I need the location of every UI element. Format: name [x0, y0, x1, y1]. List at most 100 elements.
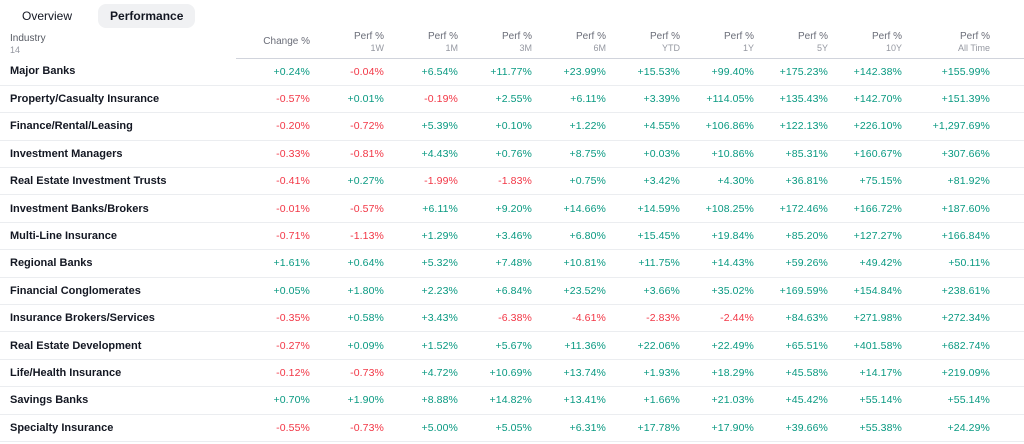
value-cell: +99.40%	[680, 58, 754, 86]
value-cell: +1.80%	[310, 277, 384, 306]
value-cell: +1.90%	[310, 386, 384, 415]
view-tabs: Overview Performance	[0, 0, 1024, 30]
industry-name[interactable]: Life/Health Insurance	[0, 359, 236, 388]
value-cell: +154.84%	[828, 277, 902, 306]
value-cell: +4.72%	[384, 359, 458, 388]
value-cell: +23.99%	[532, 58, 606, 86]
table-row[interactable]: Regional Banks +1.61% +0.64% +5.32% +7.48% +1…	[0, 249, 1024, 278]
value-cell: +1.29%	[384, 222, 458, 251]
value-cell: +4.55%	[606, 112, 680, 141]
value-cell: +49.42%	[828, 249, 902, 278]
industry-name[interactable]: Property/Casualty Insurance	[0, 85, 236, 114]
value-cell: +0.01%	[310, 85, 384, 114]
value-cell: +6.31%	[532, 414, 606, 442]
value-cell: +142.38%	[828, 58, 902, 86]
tab-performance[interactable]: Performance	[98, 4, 196, 28]
value-cell: -0.81%	[310, 140, 384, 169]
value-cell: +14.66%	[532, 194, 606, 223]
table-row[interactable]: Real Estate Investment Trusts -0.41% +0.27…	[0, 167, 1024, 196]
value-cell: +1,297.69%	[902, 112, 1024, 141]
table-row[interactable]: Insurance Brokers/Services -0.35% +0.58% +3…	[0, 304, 1024, 333]
table-row[interactable]: Financial Conglomerates +0.05% +1.80% +2.23…	[0, 277, 1024, 306]
value-cell: +36.81%	[754, 167, 828, 196]
industry-name[interactable]: Real Estate Investment Trusts	[0, 167, 236, 196]
value-cell: -1.99%	[384, 167, 458, 196]
table-header-row: Industry 14 Change % Perf % 1W Perf % 1M Perf %…	[0, 30, 1024, 59]
column-header-5y[interactable]: Perf % 5Y	[754, 30, 828, 59]
column-header-1y[interactable]: Perf % 1Y	[680, 30, 754, 59]
industry-name[interactable]: Investment Banks/Brokers	[0, 194, 236, 223]
industry-name[interactable]: Multi-Line Insurance	[0, 222, 236, 251]
value-cell: +0.10%	[458, 112, 532, 141]
column-header-change-[interactable]: Change %	[236, 30, 310, 59]
table-row[interactable]: Property/Casualty Insurance -0.57% +0.01% -…	[0, 85, 1024, 114]
value-cell: -0.12%	[236, 359, 310, 388]
value-cell: +11.77%	[458, 58, 532, 86]
column-header-3m[interactable]: Perf % 3M	[458, 30, 532, 59]
industry-name[interactable]: Major Banks	[0, 58, 236, 86]
value-cell: -0.35%	[236, 304, 310, 333]
value-cell: -0.72%	[310, 112, 384, 141]
value-cell: -0.57%	[236, 85, 310, 114]
value-cell: +22.06%	[606, 331, 680, 360]
value-cell: +2.23%	[384, 277, 458, 306]
column-header-ytd[interactable]: Perf % YTD	[606, 30, 680, 59]
industry-column-header[interactable]: Industry 14	[10, 32, 46, 55]
industry-name[interactable]: Regional Banks	[0, 249, 236, 278]
value-cell: +55.14%	[902, 386, 1024, 415]
tab-overview[interactable]: Overview	[22, 9, 73, 23]
value-cell: +6.11%	[532, 85, 606, 114]
value-cell: +17.90%	[680, 414, 754, 442]
table-row[interactable]: Real Estate Development -0.27% +0.09% +1.52…	[0, 331, 1024, 360]
value-cell: +682.74%	[902, 331, 1024, 360]
value-cell: -0.41%	[236, 167, 310, 196]
industry-name[interactable]: Real Estate Development	[0, 331, 236, 360]
industry-name[interactable]: Insurance Brokers/Services	[0, 304, 236, 333]
value-cell: -0.73%	[310, 414, 384, 442]
value-cell: +45.42%	[754, 386, 828, 415]
value-cell: +175.23%	[754, 58, 828, 86]
value-cell: +8.75%	[532, 140, 606, 169]
value-cell: +307.66%	[902, 140, 1024, 169]
table-row[interactable]: Life/Health Insurance -0.12% -0.73% +4.72% +…	[0, 359, 1024, 388]
value-cell: +0.03%	[606, 140, 680, 169]
value-cell: +10.81%	[532, 249, 606, 278]
industry-name[interactable]: Finance/Rental/Leasing	[0, 112, 236, 141]
value-cell: -2.83%	[606, 304, 680, 333]
value-cell: +4.43%	[384, 140, 458, 169]
value-cell: -0.55%	[236, 414, 310, 442]
value-cell: +1.52%	[384, 331, 458, 360]
column-header-all-time[interactable]: Perf % All Time	[902, 30, 1024, 59]
value-cell: +14.43%	[680, 249, 754, 278]
value-cell: +5.32%	[384, 249, 458, 278]
industry-name[interactable]: Investment Managers	[0, 140, 236, 169]
column-header-1m[interactable]: Perf % 1M	[384, 30, 458, 59]
table-row[interactable]: Finance/Rental/Leasing -0.20% -0.72% +5.39%…	[0, 112, 1024, 141]
industry-name[interactable]: Financial Conglomerates	[0, 277, 236, 306]
column-header-1w[interactable]: Perf % 1W	[310, 30, 384, 59]
column-header-6m[interactable]: Perf % 6M	[532, 30, 606, 59]
value-cell: +14.82%	[458, 386, 532, 415]
value-cell: +85.31%	[754, 140, 828, 169]
value-cell: +5.05%	[458, 414, 532, 442]
table-row[interactable]: Investment Banks/Brokers -0.01% -0.57% +6.1…	[0, 194, 1024, 223]
value-cell: +2.55%	[458, 85, 532, 114]
value-cell: +0.09%	[310, 331, 384, 360]
value-cell: +7.48%	[458, 249, 532, 278]
value-cell: +45.58%	[754, 359, 828, 388]
value-cell: -0.27%	[236, 331, 310, 360]
column-header-10y[interactable]: Perf % 10Y	[828, 30, 902, 59]
value-cell: +401.58%	[828, 331, 902, 360]
table-row[interactable]: Investment Managers -0.33% -0.81% +4.43% +0.…	[0, 140, 1024, 169]
table-row[interactable]: Major Banks +0.24% -0.04% +6.54% +11.77% +23.…	[0, 58, 1024, 86]
value-cell: +10.69%	[458, 359, 532, 388]
value-cell: +226.10%	[828, 112, 902, 141]
table-row[interactable]: Specialty Insurance -0.55% -0.73% +5.00% +5.…	[0, 414, 1024, 442]
table-row[interactable]: Multi-Line Insurance -0.71% -1.13% +1.29% +3…	[0, 222, 1024, 251]
value-cell: -0.57%	[310, 194, 384, 223]
industry-name[interactable]: Savings Banks	[0, 386, 236, 415]
industry-name[interactable]: Specialty Insurance	[0, 414, 236, 442]
table-row[interactable]: Savings Banks +0.70% +1.90% +8.88% +14.82% +1…	[0, 386, 1024, 415]
value-cell: +172.46%	[754, 194, 828, 223]
value-cell: +160.67%	[828, 140, 902, 169]
